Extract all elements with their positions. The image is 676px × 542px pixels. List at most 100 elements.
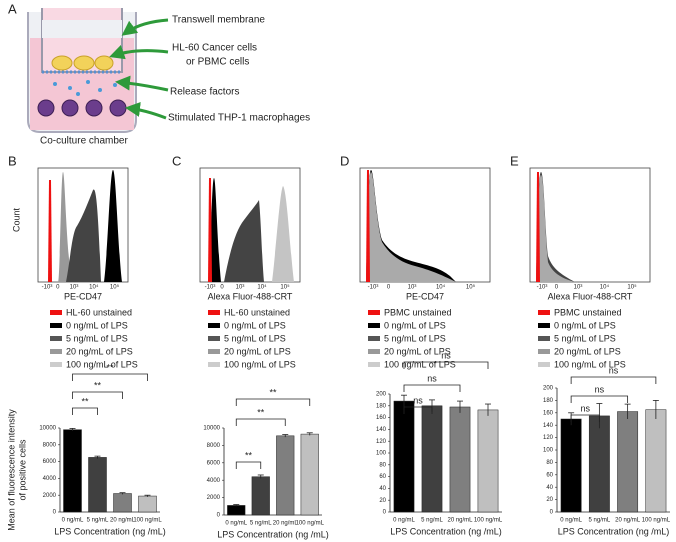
significance-label: ns xyxy=(441,350,451,360)
significance-label: ns xyxy=(427,373,437,383)
significance-bracket xyxy=(72,407,98,415)
bar xyxy=(138,495,157,513)
x-tick-label: 0 ng/mL xyxy=(62,518,84,524)
significance-bracket xyxy=(403,361,489,369)
significance-label: ** xyxy=(94,380,102,390)
significance-bracket xyxy=(570,376,657,384)
diagram-label: or PBMC cells xyxy=(186,57,249,68)
legend-label: PBMC unstained xyxy=(384,307,452,317)
diagram-label: Transwell membrane xyxy=(172,15,265,26)
legend-label: 100 ng/mL of LPS xyxy=(66,359,138,369)
legend-swatch xyxy=(50,362,62,367)
transwell-diagram xyxy=(27,8,169,133)
y-tick-label: 40 xyxy=(546,485,553,491)
significance-label: ns xyxy=(595,384,605,394)
y-tick-label: 6000 xyxy=(207,460,221,466)
x-tick-label: 10³ xyxy=(236,285,245,291)
y-tick-label: 200 xyxy=(376,392,387,398)
legend-label: 5 ng/mL of LPS xyxy=(554,333,616,343)
x-tick-label: 100 ng/mL xyxy=(474,518,503,524)
x-tick-label: 10³ xyxy=(408,285,417,291)
significance-bracket xyxy=(235,398,311,406)
y-tick-label: 140 xyxy=(376,427,387,433)
legend-label: 20 ng/mL of LPS xyxy=(66,346,133,356)
legend-swatch xyxy=(50,336,62,341)
diagram-label: Release factors xyxy=(170,87,239,98)
significance-bracket xyxy=(570,395,629,403)
y-axis-label: Count xyxy=(11,208,21,233)
y-tick-label: 8000 xyxy=(43,442,57,448)
legend-label: 5 ng/mL of LPS xyxy=(224,333,286,343)
x-tick-label: -10³ xyxy=(368,285,379,291)
x-tick-label: 5 ng/mL xyxy=(87,518,109,524)
x-tick-label: -10³ xyxy=(205,285,216,291)
bar xyxy=(477,409,499,513)
panel-label: B xyxy=(8,153,17,168)
y-tick-label: 180 xyxy=(543,398,554,404)
bar xyxy=(113,493,132,513)
legend-swatch xyxy=(208,323,220,328)
y-tick-label: 0 xyxy=(383,510,387,516)
significance-label: ** xyxy=(257,407,265,417)
x-tick-label: 10⁵ xyxy=(280,284,290,291)
y-tick-label: 40 xyxy=(379,486,386,492)
x-tick-label: 10⁴ xyxy=(89,284,99,291)
x-tick-label: 5 ng/mL xyxy=(421,518,443,524)
x-tick-label: 0 xyxy=(220,285,224,291)
significance-label: ** xyxy=(245,450,253,460)
legend-label: 5 ng/mL of LPS xyxy=(384,333,446,343)
y-tick-label: 2000 xyxy=(207,495,221,501)
y-tick-label: 60 xyxy=(379,474,386,480)
x-tick-label: 0 xyxy=(56,285,60,291)
legend-swatch xyxy=(50,310,62,315)
y-tick-label: 4000 xyxy=(207,478,221,484)
x-tick-label: 0 ng/mL xyxy=(225,521,247,527)
legend-swatch xyxy=(208,336,220,341)
significance-label: ns xyxy=(609,365,619,375)
legend-label: 20 ng/mL of LPS xyxy=(384,346,451,356)
x-tick-label: 5 ng/mL xyxy=(250,521,272,527)
bar xyxy=(276,435,295,516)
bar xyxy=(63,429,82,513)
x-axis-label: LPS Concentration (ng /mL) xyxy=(390,526,502,536)
x-axis-label: LPS Concentration (ng /mL) xyxy=(54,526,166,536)
bar xyxy=(588,415,610,513)
y-tick-label: 100 xyxy=(376,451,387,457)
y-tick-label: 160 xyxy=(376,415,387,421)
x-tick-label: 20 ng/mL xyxy=(110,518,136,524)
significance-bracket xyxy=(570,414,600,422)
x-axis-label: LPS Concentration (ng /mL) xyxy=(558,526,670,536)
legend-swatch xyxy=(538,362,550,367)
bar xyxy=(251,476,270,516)
legend-label: 100 ng/mL of LPS xyxy=(224,359,296,369)
significance-label: ** xyxy=(269,387,277,397)
legend-swatch xyxy=(208,362,220,367)
legend-swatch xyxy=(368,310,380,315)
y-axis-label: of positive cells xyxy=(17,439,27,501)
legend-swatch xyxy=(50,323,62,328)
x-tick-label: 20 ng/mL xyxy=(447,518,473,524)
y-tick-label: 120 xyxy=(376,439,387,445)
significance-bracket xyxy=(403,406,433,414)
diagram-caption: Co-culture chamber xyxy=(40,136,128,147)
panel-label: A xyxy=(8,1,17,16)
legend-label: 0 ng/mL of LPS xyxy=(554,320,616,330)
legend-swatch xyxy=(368,336,380,341)
diagram-label: Stimulated THP-1 macrophages xyxy=(168,113,310,124)
x-tick-label: 20 ng/mL xyxy=(615,518,641,524)
x-tick-label: 100 ng/mL xyxy=(296,521,325,527)
significance-label: ** xyxy=(81,396,89,406)
significance-bracket xyxy=(235,418,286,426)
legend-swatch xyxy=(368,362,380,367)
y-tick-label: 60 xyxy=(546,472,553,478)
y-tick-label: 0 xyxy=(217,513,221,519)
significance-bracket xyxy=(72,373,148,381)
significance-label: ** xyxy=(106,362,114,372)
legend-swatch xyxy=(368,349,380,354)
x-tick-label: 10⁴ xyxy=(600,284,610,291)
y-tick-label: 200 xyxy=(543,386,554,392)
bar xyxy=(88,457,107,513)
legend-swatch xyxy=(538,349,550,354)
panel-label: D xyxy=(340,153,349,168)
